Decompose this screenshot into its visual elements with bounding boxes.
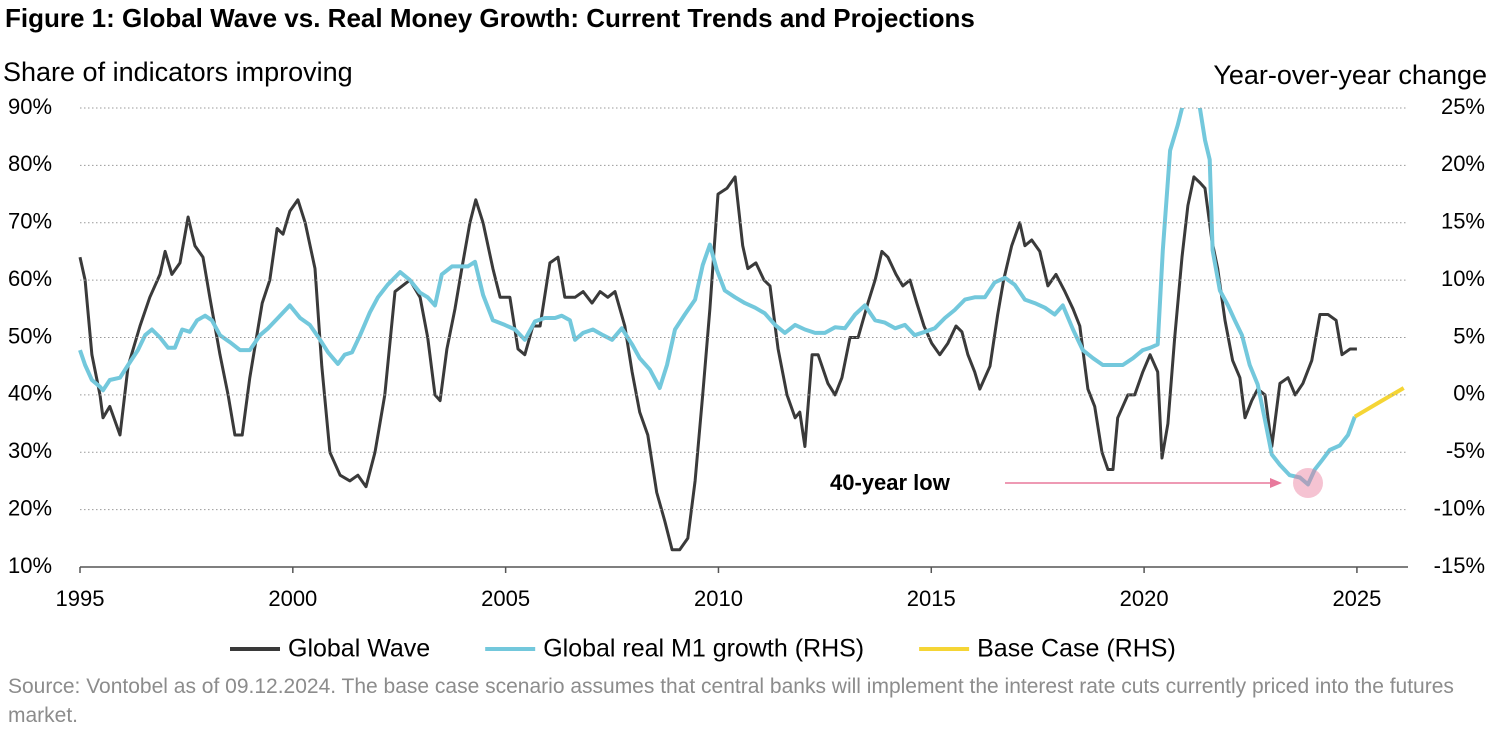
- legend-label: Global Wave: [288, 635, 430, 663]
- y2-tick-label: -15%: [1434, 553, 1485, 578]
- annotation-arrowhead: [1270, 478, 1282, 488]
- y2-tick-label: 20%: [1441, 151, 1485, 176]
- y-tick-label: 20%: [8, 495, 52, 520]
- y-tick-label: 70%: [8, 209, 52, 234]
- y2-tick-label: 5%: [1453, 323, 1485, 348]
- y2-tick-label: -10%: [1434, 495, 1485, 520]
- annotation: 40-year low: [830, 470, 951, 495]
- y-tick-label: 50%: [8, 323, 52, 348]
- chart-title: Figure 1: Global Wave vs. Real Money Gro…: [5, 3, 975, 33]
- annotation-circle: [1293, 468, 1323, 498]
- source-note: Source: Vontobel as of 09.12.2024. The b…: [8, 675, 1454, 727]
- y-tick-label: 40%: [8, 381, 52, 406]
- y-tick-label: 80%: [8, 151, 52, 176]
- x-tick-label: 2015: [907, 586, 956, 611]
- x-tick-label: 2025: [1332, 586, 1381, 611]
- series-line: [1353, 386, 1405, 419]
- y2-tick-label: 15%: [1441, 209, 1485, 234]
- x-tick-label: 2020: [1120, 586, 1169, 611]
- y2-tick-label: 0%: [1453, 381, 1485, 406]
- y-axis-label: Share of indicators improving: [3, 57, 353, 87]
- x-tick-label: 2010: [694, 586, 743, 611]
- x-tick-label: 2000: [268, 586, 317, 611]
- y2-tick-label: -5%: [1446, 438, 1485, 463]
- y-tick-label: 10%: [8, 553, 52, 578]
- y-tick-label: 60%: [8, 266, 52, 291]
- x-tick-label: 1995: [56, 586, 105, 611]
- legend: Global Wave Global real M1 growth (RHS) Ba…: [230, 635, 1176, 663]
- y-tick-label: 90%: [8, 94, 52, 119]
- x-tick-label: 2005: [481, 586, 530, 611]
- series-line: [78, 175, 1357, 552]
- y2-axis-label: Year-over-year change: [1213, 60, 1487, 90]
- legend-label: Global real M1 growth (RHS): [543, 635, 864, 663]
- series-line: [78, 108, 1357, 487]
- y-tick-label: 30%: [8, 438, 52, 463]
- y2-tick-label: 10%: [1441, 266, 1485, 291]
- source-box: Source: Vontobel as of 09.12.2024. The b…: [8, 675, 1454, 727]
- plot-area: [78, 108, 1405, 552]
- y2-tick-label: 25%: [1441, 94, 1485, 119]
- legend-label: Base Case (RHS): [977, 635, 1176, 663]
